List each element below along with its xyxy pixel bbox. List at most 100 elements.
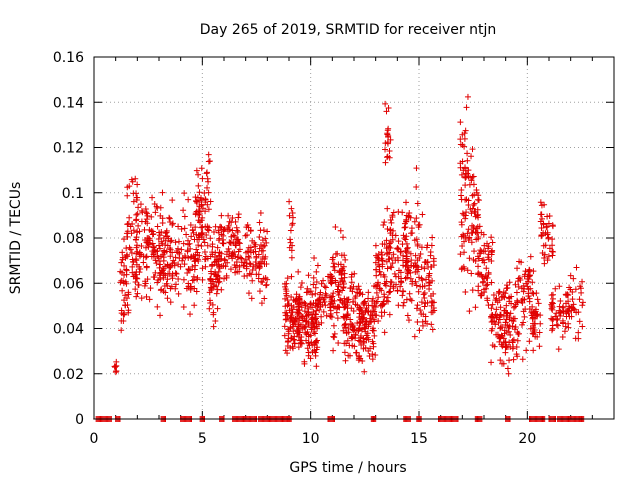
data-point	[469, 205, 476, 212]
data-point	[174, 249, 181, 256]
data-point	[180, 207, 187, 214]
data-point	[145, 239, 152, 246]
data-point	[489, 247, 496, 254]
data-point	[307, 301, 314, 308]
data-point	[347, 316, 354, 323]
data-point	[408, 257, 415, 264]
data-point	[369, 338, 376, 345]
data-point	[383, 154, 390, 161]
data-point	[229, 214, 236, 221]
data-point	[133, 234, 140, 241]
data-point	[328, 314, 335, 321]
data-point	[332, 224, 339, 231]
data-point	[341, 321, 348, 328]
data-point	[390, 251, 397, 258]
data-point	[460, 231, 467, 238]
data-point	[330, 290, 337, 297]
data-point	[539, 215, 546, 222]
data-point	[227, 266, 234, 273]
data-point	[164, 276, 171, 283]
data-point	[372, 242, 379, 249]
data-point	[117, 268, 124, 275]
data-point	[524, 283, 531, 290]
data-point	[497, 304, 504, 311]
data-point	[225, 245, 232, 252]
data-point	[349, 324, 356, 331]
data-point	[191, 302, 198, 309]
data-point	[532, 308, 539, 315]
data-point	[236, 246, 243, 253]
data-point	[184, 270, 191, 277]
data-point	[579, 299, 586, 306]
data-point	[403, 274, 410, 281]
data-point	[281, 323, 288, 330]
data-point	[330, 260, 337, 267]
data-point	[458, 171, 465, 178]
data-point	[173, 248, 180, 255]
data-point	[364, 334, 371, 341]
data-point	[575, 329, 582, 336]
data-point	[469, 192, 476, 199]
data-point	[285, 330, 292, 337]
data-point	[260, 247, 267, 254]
data-point	[570, 301, 577, 308]
data-point	[256, 263, 263, 270]
data-point	[349, 342, 356, 349]
data-point	[515, 330, 522, 337]
data-point	[490, 291, 497, 298]
data-point	[194, 249, 201, 256]
data-point	[371, 332, 378, 339]
data-point	[531, 308, 538, 315]
data-point	[201, 248, 208, 255]
data-point	[405, 317, 412, 324]
data-point	[166, 214, 173, 221]
data-point	[167, 218, 174, 225]
data-point	[562, 308, 569, 315]
data-point	[417, 251, 424, 258]
data-point	[483, 265, 490, 272]
data-point	[281, 281, 288, 288]
data-point	[429, 309, 436, 316]
data-point	[164, 282, 171, 289]
data-point	[471, 248, 478, 255]
data-point	[544, 229, 551, 236]
data-point	[257, 209, 264, 216]
data-point	[418, 275, 425, 282]
data-point	[349, 334, 356, 341]
data-point	[311, 330, 318, 337]
data-point	[457, 160, 464, 167]
data-point	[557, 298, 564, 305]
data-point	[288, 314, 295, 321]
data-point	[231, 249, 238, 256]
data-point	[429, 326, 436, 333]
data-point	[165, 235, 172, 242]
data-point	[422, 318, 429, 325]
data-point	[538, 232, 545, 239]
data-point	[341, 252, 348, 259]
data-point	[172, 270, 179, 277]
data-point	[247, 261, 254, 268]
data-point	[485, 271, 492, 278]
data-point	[538, 202, 545, 209]
data-point	[244, 232, 250, 238]
data-point	[310, 281, 317, 288]
data-point	[407, 250, 414, 257]
data-point	[461, 238, 468, 245]
data-point	[397, 283, 404, 290]
data-point	[218, 212, 225, 219]
data-point	[415, 274, 422, 281]
data-point	[426, 270, 433, 277]
data-point	[172, 239, 179, 246]
data-point	[489, 325, 496, 332]
data-point	[375, 317, 382, 324]
data-point	[327, 274, 334, 281]
data-point	[414, 242, 421, 249]
data-point	[530, 347, 537, 354]
data-point	[497, 325, 504, 332]
data-point	[415, 288, 422, 295]
data-point	[418, 299, 425, 306]
data-point	[356, 338, 363, 345]
data-point	[194, 274, 201, 281]
data-point	[335, 339, 342, 346]
data-point	[421, 303, 428, 310]
